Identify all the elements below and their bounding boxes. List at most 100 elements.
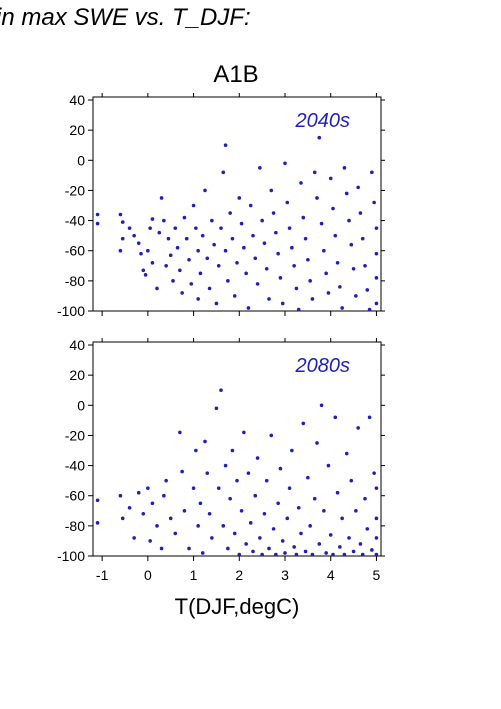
data-point: [194, 226, 198, 230]
data-point: [326, 463, 331, 468]
data-point: [276, 501, 280, 506]
y-tick-label: 40: [69, 92, 85, 108]
data-point: [221, 524, 226, 528]
data-point: [328, 533, 333, 537]
data-point: [216, 486, 221, 490]
data-point: [271, 527, 276, 531]
data-point: [287, 226, 292, 230]
data-point: [319, 403, 324, 408]
data-point: [358, 542, 363, 546]
data-point: [324, 551, 328, 555]
data-point: [340, 516, 344, 521]
data-point: [166, 236, 171, 241]
data-point: [141, 268, 146, 273]
data-point: [264, 478, 269, 483]
data-point: [358, 211, 363, 215]
data-point: [367, 415, 372, 420]
data-point: [237, 196, 242, 200]
data-point: [258, 536, 262, 540]
data-point: [331, 206, 335, 211]
data-point: [242, 430, 246, 435]
data-point: [191, 486, 196, 490]
x-tick-label: 4: [327, 567, 335, 583]
data-point: [278, 466, 283, 471]
data-point: [349, 242, 354, 247]
data-point: [173, 226, 178, 230]
x-tick-label: 2: [235, 567, 243, 583]
data-point: [374, 301, 379, 306]
data-point: [344, 191, 349, 196]
data-point: [258, 166, 262, 170]
data-point: [283, 161, 287, 166]
data-point: [207, 512, 212, 516]
data-point: [180, 291, 184, 295]
data-point: [118, 212, 123, 217]
data-point: [228, 496, 232, 501]
data-point: [374, 486, 379, 490]
y-tick-label: -80: [65, 273, 85, 289]
data-point: [374, 552, 379, 557]
data-point: [317, 542, 322, 546]
data-point: [143, 273, 148, 277]
data-point: [207, 286, 212, 291]
x-tick-label: 3: [281, 567, 289, 583]
data-point: [164, 478, 168, 483]
x-tick-label: 0: [144, 567, 152, 583]
data-point: [235, 478, 239, 483]
data-point: [356, 185, 360, 190]
data-point: [267, 297, 271, 301]
data-point: [285, 516, 290, 521]
data-point: [292, 545, 296, 549]
data-point: [347, 218, 351, 223]
data-point: [363, 263, 367, 268]
data-point: [301, 421, 306, 426]
data-point: [203, 439, 207, 444]
data-point: [253, 256, 258, 261]
data-point: [189, 282, 194, 286]
data-point: [205, 256, 210, 261]
data-point: [338, 285, 342, 289]
data-point: [342, 166, 347, 170]
data-point: [360, 236, 365, 241]
data-point: [244, 542, 248, 546]
data-point: [228, 211, 232, 215]
data-point: [264, 267, 269, 271]
data-point: [226, 279, 230, 283]
data-point: [255, 456, 260, 460]
data-point: [232, 294, 237, 298]
data-point: [372, 471, 376, 475]
y-tick-label: -80: [65, 518, 85, 534]
data-point: [146, 248, 150, 253]
data-point: [164, 263, 168, 268]
data-point: [367, 307, 372, 312]
data-point: [315, 196, 319, 200]
data-point: [356, 426, 360, 430]
data-point: [269, 433, 274, 438]
data-point: [132, 233, 136, 238]
data-point: [127, 226, 132, 230]
data-point: [248, 521, 253, 525]
data-point: [219, 388, 223, 393]
data-point: [317, 135, 322, 140]
y-tick-label: -60: [65, 488, 85, 504]
data-point: [95, 521, 100, 525]
data-point: [351, 267, 356, 271]
data-point: [306, 475, 310, 480]
data-point: [374, 536, 379, 540]
data-point: [232, 531, 237, 536]
data-point: [312, 496, 317, 501]
data-point: [280, 539, 285, 543]
data-point: [95, 212, 100, 217]
data-point: [223, 143, 228, 148]
y-tick-label: -100: [57, 548, 85, 564]
data-point: [157, 230, 162, 235]
data-point: [344, 451, 349, 456]
data-point: [253, 493, 258, 498]
data-point: [294, 286, 299, 291]
data-point: [306, 257, 310, 262]
data-point: [296, 505, 301, 510]
data-point: [136, 241, 141, 245]
data-point: [283, 551, 287, 555]
data-point: [184, 236, 189, 241]
